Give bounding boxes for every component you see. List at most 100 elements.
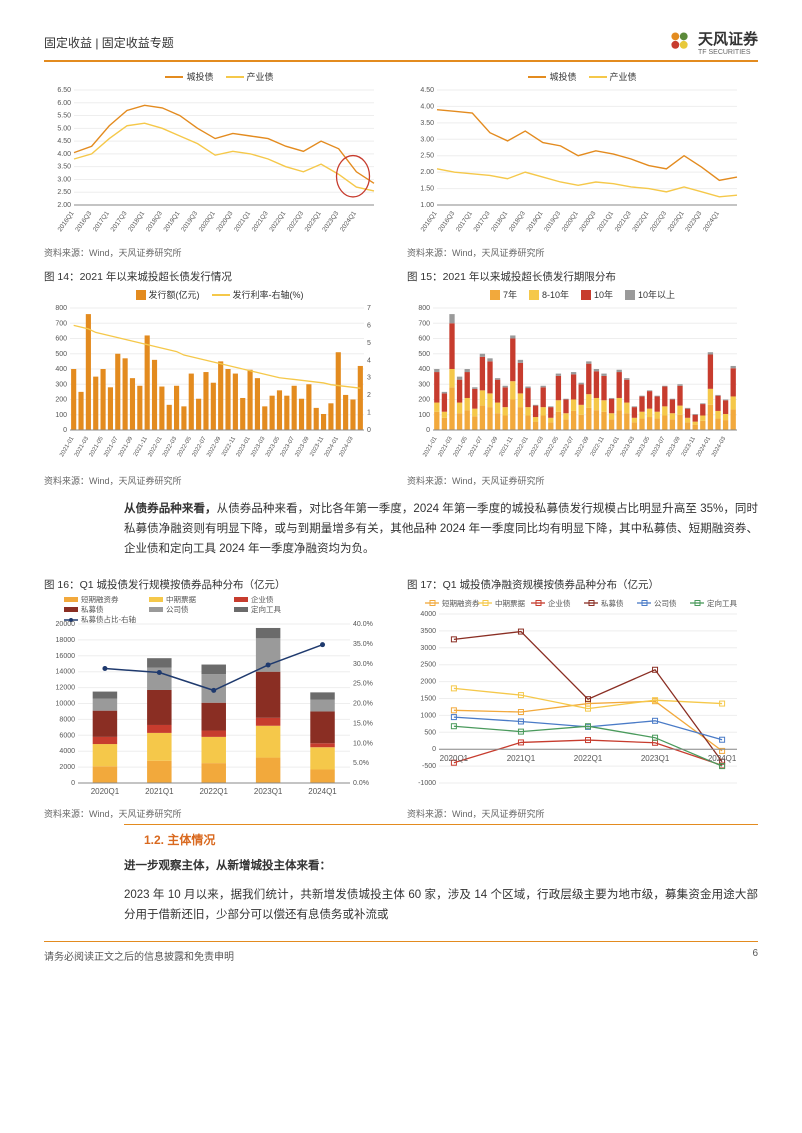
svg-text:2022Q3: 2022Q3 bbox=[286, 210, 305, 233]
svg-text:800: 800 bbox=[418, 305, 430, 312]
svg-text:3.50: 3.50 bbox=[420, 120, 434, 127]
svg-text:1: 1 bbox=[367, 410, 371, 417]
svg-text:0: 0 bbox=[432, 747, 436, 754]
svg-text:2.00: 2.00 bbox=[57, 202, 71, 209]
svg-text:10000: 10000 bbox=[56, 701, 76, 708]
svg-text:6.00: 6.00 bbox=[57, 100, 71, 107]
svg-text:4000: 4000 bbox=[59, 749, 75, 756]
svg-text:私募债: 私募债 bbox=[601, 598, 624, 608]
svg-text:企业债: 企业债 bbox=[548, 598, 571, 608]
svg-text:5.00: 5.00 bbox=[57, 125, 71, 132]
logo-icon bbox=[666, 28, 694, 56]
svg-text:2021Q1: 2021Q1 bbox=[145, 787, 174, 796]
svg-text:20.0%: 20.0% bbox=[353, 701, 373, 708]
svg-text:中期票据: 中期票据 bbox=[166, 596, 196, 604]
svg-text:2017Q3: 2017Q3 bbox=[110, 210, 129, 233]
svg-text:0: 0 bbox=[426, 427, 430, 434]
svg-text:2016Q3: 2016Q3 bbox=[437, 210, 456, 233]
svg-text:2020Q3: 2020Q3 bbox=[215, 210, 234, 233]
svg-text:700: 700 bbox=[55, 320, 67, 327]
svg-text:500: 500 bbox=[418, 351, 430, 358]
svg-text:2023Q1: 2023Q1 bbox=[667, 210, 686, 233]
svg-text:100: 100 bbox=[55, 412, 67, 419]
svg-text:2022Q1: 2022Q1 bbox=[268, 210, 287, 233]
svg-text:2020Q1: 2020Q1 bbox=[440, 755, 469, 764]
doc-category: 固定收益 | 固定收益专题 bbox=[44, 34, 174, 51]
legend-label: 产业债 bbox=[610, 70, 637, 83]
svg-text:2019Q3: 2019Q3 bbox=[180, 210, 199, 233]
svg-text:4.00: 4.00 bbox=[420, 103, 434, 110]
svg-text:4.00: 4.00 bbox=[57, 151, 71, 158]
svg-text:2: 2 bbox=[367, 392, 371, 399]
svg-text:3500: 3500 bbox=[420, 628, 436, 635]
svg-text:2021-01: 2021-01 bbox=[422, 435, 439, 458]
svg-text:20000: 20000 bbox=[56, 621, 76, 628]
svg-text:200: 200 bbox=[418, 397, 430, 404]
svg-text:4.50: 4.50 bbox=[420, 87, 434, 94]
section-title-1-2: 1.2. 主体情况 bbox=[144, 831, 758, 848]
multiline-svg: 短期融资券中期票据企业债私募债公司债定向工具-1000-500050010001… bbox=[407, 596, 747, 801]
legend-label: 城投债 bbox=[186, 70, 213, 83]
svg-text:300: 300 bbox=[418, 381, 430, 388]
svg-text:8000: 8000 bbox=[59, 717, 75, 724]
svg-text:7: 7 bbox=[367, 305, 371, 312]
svg-text:0: 0 bbox=[63, 427, 67, 434]
svg-text:2023Q3: 2023Q3 bbox=[321, 210, 340, 233]
svg-text:6.50: 6.50 bbox=[57, 87, 71, 94]
page-number: 6 bbox=[752, 948, 758, 963]
svg-text:2.00: 2.00 bbox=[420, 169, 434, 176]
svg-text:2021-07: 2021-07 bbox=[468, 435, 485, 458]
svg-text:2.50: 2.50 bbox=[420, 153, 434, 160]
svg-text:2000: 2000 bbox=[59, 764, 75, 771]
svg-text:2.50: 2.50 bbox=[57, 189, 71, 196]
chart-14: 图 14：2021 年以来城投超长债发行情况 发行额(亿元) 发行利率-右轴(%… bbox=[44, 263, 395, 487]
svg-text:2023Q1: 2023Q1 bbox=[254, 787, 283, 796]
svg-text:2023-03: 2023-03 bbox=[620, 435, 637, 458]
svg-text:2023Q1: 2023Q1 bbox=[641, 755, 670, 764]
svg-text:-500: -500 bbox=[422, 763, 436, 770]
svg-text:定向工具: 定向工具 bbox=[707, 598, 737, 608]
svg-text:2021-05: 2021-05 bbox=[453, 435, 470, 458]
svg-text:2023Q3: 2023Q3 bbox=[684, 210, 703, 233]
svg-text:4000: 4000 bbox=[420, 611, 436, 618]
svg-text:12000: 12000 bbox=[56, 685, 76, 692]
svg-text:私募债占比-右轴: 私募债占比-右轴 bbox=[81, 614, 136, 624]
chart-source: 资料来源：Wind，天风证券研究所 bbox=[44, 807, 395, 820]
chart-title: 图 16：Q1 城投债发行规模按债券品种分布（亿元） bbox=[44, 577, 395, 592]
svg-text:2023Q1: 2023Q1 bbox=[304, 210, 323, 233]
svg-text:3: 3 bbox=[367, 375, 371, 382]
legend-label: 城投债 bbox=[549, 70, 576, 83]
svg-text:1500: 1500 bbox=[420, 696, 436, 703]
body-lead: 进一步观察主体，从新增城投主体来看： bbox=[124, 856, 758, 876]
svg-text:2022Q3: 2022Q3 bbox=[649, 210, 668, 233]
svg-text:2020Q3: 2020Q3 bbox=[578, 210, 597, 233]
svg-text:2016Q1: 2016Q1 bbox=[420, 210, 439, 233]
chart-title: 图 15：2021 年以来城投超长债发行期限分布 bbox=[407, 269, 758, 284]
svg-text:10.0%: 10.0% bbox=[353, 741, 373, 748]
body-text: 从债券品种来看，对比各年第一季度，2024 年第一季度的城投私募债发行规模占比明… bbox=[124, 503, 758, 555]
legend-label: 8-10年 bbox=[542, 288, 569, 301]
svg-text:2021Q3: 2021Q3 bbox=[251, 210, 270, 233]
svg-text:5: 5 bbox=[367, 340, 371, 347]
svg-text:0: 0 bbox=[367, 427, 371, 434]
svg-text:4.50: 4.50 bbox=[57, 138, 71, 145]
svg-text:-1000: -1000 bbox=[418, 780, 436, 787]
chart-source: 资料来源：Wind，天风证券研究所 bbox=[44, 474, 395, 487]
svg-text:400: 400 bbox=[418, 366, 430, 373]
svg-text:2500: 2500 bbox=[420, 662, 436, 669]
svg-text:2018Q1: 2018Q1 bbox=[490, 210, 509, 233]
svg-text:2020Q1: 2020Q1 bbox=[91, 787, 120, 796]
svg-text:2019Q1: 2019Q1 bbox=[526, 210, 545, 233]
svg-text:2021Q1: 2021Q1 bbox=[596, 210, 615, 233]
brand-name: 天风证券 bbox=[698, 28, 758, 49]
svg-text:3.00: 3.00 bbox=[57, 176, 71, 183]
svg-text:2016Q1: 2016Q1 bbox=[57, 210, 76, 233]
chart-top-left: 城投债 产业债 2.002.503.003.504.004.505.005.50… bbox=[44, 70, 395, 259]
svg-text:短期融资券: 短期融资券 bbox=[442, 598, 480, 608]
svg-text:1000: 1000 bbox=[420, 713, 436, 720]
stacked-combo-svg: 短期融资券中期票据企业债私募债公司债定向工具私募债占比-右轴0200040006… bbox=[44, 596, 384, 801]
svg-text:2017Q3: 2017Q3 bbox=[473, 210, 492, 233]
svg-text:公司债: 公司债 bbox=[166, 604, 189, 614]
svg-text:2024Q1: 2024Q1 bbox=[702, 210, 721, 233]
svg-text:2024Q1: 2024Q1 bbox=[708, 755, 737, 764]
